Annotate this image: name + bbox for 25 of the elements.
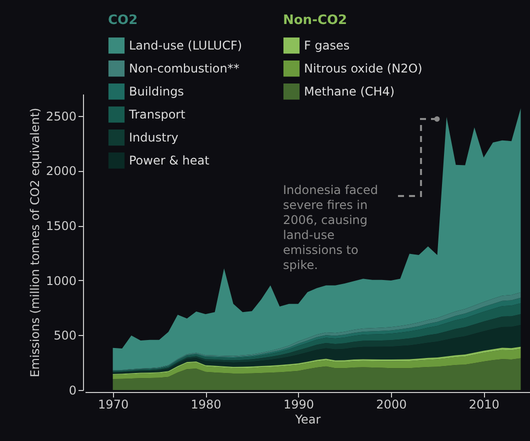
legend-label: F gases <box>304 38 350 52</box>
y-tick-label: 0 <box>68 384 76 398</box>
y-tick-label: 1500 <box>46 219 76 234</box>
annotation: Indonesia faced severe fires in 2006, causing land-use emissions to spike. <box>283 183 378 272</box>
legend-label: Nitrous oxide (N2O) <box>304 62 422 76</box>
y-tick-label: 2000 <box>46 164 76 178</box>
text: Non-CO2 <box>283 13 348 28</box>
text: CO2 <box>108 13 138 28</box>
legend-label: Buildings <box>129 84 184 98</box>
y-tick-label: 2500 <box>46 109 76 124</box>
x-axis-title: Year <box>294 412 321 426</box>
x-tick-label: 1970 <box>98 398 129 412</box>
y-tick-label: 1000 <box>46 274 76 288</box>
legend-label: Transport <box>128 108 186 122</box>
legend-label: Non-combustion** <box>129 62 240 76</box>
legend-label: Land-use (LULUCF) <box>129 38 242 52</box>
x-tick-label: 1990 <box>283 398 314 412</box>
x-tick-label: 1980 <box>190 398 222 412</box>
legend-label: Industry <box>129 130 178 144</box>
legend-label: Power & heat <box>129 154 210 168</box>
x-tick-label: 2010 <box>468 398 500 412</box>
x-tick-label: 2000 <box>376 398 407 412</box>
legend-label: Methane (CH4) <box>304 84 395 98</box>
y-axis-title: Emissions (million tonnes of CO2 equivalent) <box>28 108 42 378</box>
y-tick-label: 500 <box>54 328 76 343</box>
